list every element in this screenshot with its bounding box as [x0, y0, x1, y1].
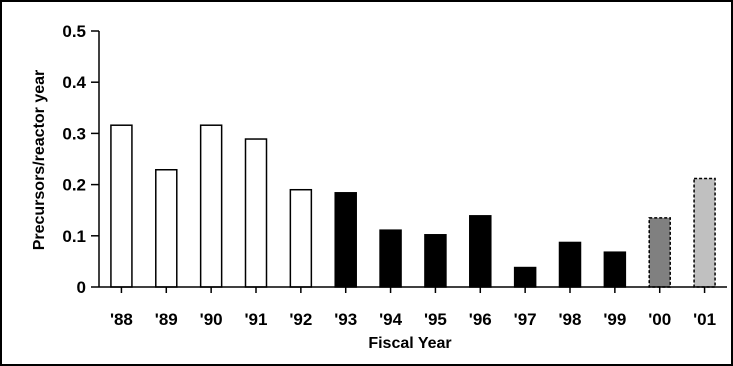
- y-tick-label: 0.2: [62, 176, 86, 195]
- bar: [334, 192, 357, 288]
- x-tick-label: '95: [424, 310, 447, 329]
- x-tick-label: '98: [559, 310, 582, 329]
- x-tick-label: '88: [110, 310, 133, 329]
- x-tick-label: '97: [514, 310, 537, 329]
- y-tick-label: 0: [77, 278, 86, 297]
- y-axis-title: Precursors/reactor year: [31, 70, 48, 251]
- y-tick-label: 0.3: [62, 124, 86, 143]
- x-tick-label: '91: [245, 310, 268, 329]
- bar: [558, 241, 582, 288]
- y-axis: 0 0.1 0.2 0.3 0.4 0.5: [62, 22, 100, 297]
- bar: [693, 177, 716, 288]
- x-tick-label: '92: [289, 310, 312, 329]
- bar: [155, 169, 178, 288]
- y-tick-label: 0.4: [62, 73, 86, 92]
- bars: [110, 124, 716, 288]
- bar: [110, 124, 133, 288]
- x-tick-label: '01: [693, 310, 716, 329]
- x-axis: '88 '89 '90 '91 '92 '93 '94 '95 '96 '97 '98 '99 '00 '…: [99, 286, 727, 329]
- x-tick-label: '00: [648, 310, 671, 329]
- x-tick-label: '93: [334, 310, 357, 329]
- bar: [379, 229, 402, 288]
- bar: [289, 188, 313, 288]
- x-tick-label: '89: [155, 310, 178, 329]
- x-axis-title: Fiscal Year: [368, 335, 451, 352]
- bar: [199, 124, 223, 288]
- y-tick-label: 0.5: [62, 22, 86, 41]
- bar: [603, 251, 627, 288]
- y-tick-label: 0.1: [62, 227, 86, 246]
- x-tick-label: '96: [469, 310, 492, 329]
- bar: [424, 234, 447, 288]
- x-tick-label: '90: [200, 310, 223, 329]
- x-tick-label: '99: [603, 310, 626, 329]
- x-tick-label: '94: [379, 310, 402, 329]
- bar: [469, 215, 492, 288]
- bar: [244, 138, 268, 288]
- bar: [648, 217, 671, 288]
- bar: [513, 266, 537, 288]
